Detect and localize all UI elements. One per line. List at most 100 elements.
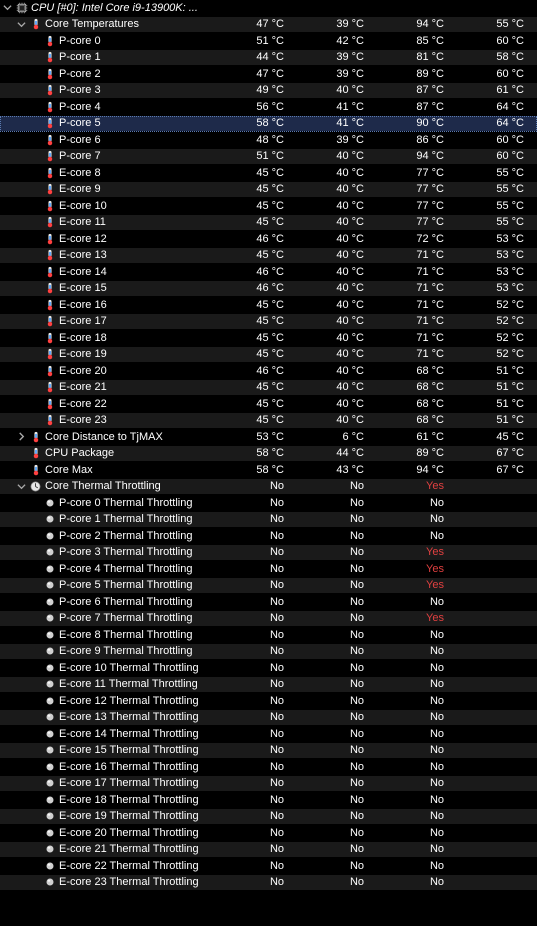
value-cell: 51 °C bbox=[212, 35, 292, 47]
tree-row[interactable]: E-core 16 Thermal ThrottlingNoNoNo bbox=[0, 759, 537, 776]
expander-icon[interactable] bbox=[16, 19, 27, 30]
row-label: E-core 20 bbox=[59, 365, 107, 377]
tree-row[interactable]: E-core 2245 °C40 °C68 °C51 °C bbox=[0, 396, 537, 413]
value-cell: No bbox=[212, 695, 292, 707]
value-cell: 56 °C bbox=[212, 101, 292, 113]
tree-row[interactable]: E-core 22 Thermal ThrottlingNoNoNo bbox=[0, 858, 537, 875]
tree-row[interactable]: E-core 945 °C40 °C77 °C55 °C bbox=[0, 182, 537, 199]
value-cell: 40 °C bbox=[292, 315, 372, 327]
thermometer-icon bbox=[43, 249, 56, 262]
tree-row[interactable]: E-core 11 Thermal ThrottlingNoNoNo bbox=[0, 677, 537, 694]
tree-row[interactable]: E-core 23 Thermal ThrottlingNoNoNo bbox=[0, 875, 537, 892]
tree-row[interactable]: E-core 1246 °C40 °C72 °C53 °C bbox=[0, 231, 537, 248]
expander-spacer bbox=[30, 118, 41, 129]
tree-row[interactable]: P-core 3 Thermal ThrottlingNoNoYes bbox=[0, 545, 537, 562]
expander-spacer bbox=[30, 877, 41, 888]
expander-spacer bbox=[30, 134, 41, 145]
tree-row[interactable]: P-core 5 Thermal ThrottlingNoNoYes bbox=[0, 578, 537, 595]
row-label: E-core 8 bbox=[59, 167, 101, 179]
tree-row[interactable]: P-core 0 Thermal ThrottlingNoNoNo bbox=[0, 495, 537, 512]
value-cell: No bbox=[372, 777, 452, 789]
tree-row[interactable]: E-core 1045 °C40 °C77 °C55 °C bbox=[0, 198, 537, 215]
tree-row[interactable]: E-core 19 Thermal ThrottlingNoNoNo bbox=[0, 809, 537, 826]
dot-icon bbox=[43, 529, 56, 542]
tree-row[interactable]: E-core 10 Thermal ThrottlingNoNoNo bbox=[0, 660, 537, 677]
label-cell: P-core 1 bbox=[0, 51, 212, 64]
tree-row[interactable]: P-core 1 Thermal ThrottlingNoNoNo bbox=[0, 512, 537, 529]
dot-icon bbox=[43, 859, 56, 872]
tree-row[interactable]: P-core 6 Thermal ThrottlingNoNoNo bbox=[0, 594, 537, 611]
tree-row[interactable]: P-core 751 °C40 °C94 °C60 °C bbox=[0, 149, 537, 166]
row-label: P-core 4 bbox=[59, 101, 101, 113]
tree-row[interactable]: E-core 17 Thermal ThrottlingNoNoNo bbox=[0, 776, 537, 793]
tree-row[interactable]: E-core 8 Thermal ThrottlingNoNoNo bbox=[0, 627, 537, 644]
sensor-tree[interactable]: CPU [#0]: Intel Core i9-13900K: ...Core … bbox=[0, 0, 537, 891]
tree-row-header[interactable]: CPU [#0]: Intel Core i9-13900K: ... bbox=[0, 0, 537, 17]
tree-row[interactable]: E-core 1546 °C40 °C71 °C53 °C bbox=[0, 281, 537, 298]
tree-row[interactable]: E-core 1845 °C40 °C71 °C52 °C bbox=[0, 330, 537, 347]
tree-row[interactable]: E-core 20 Thermal ThrottlingNoNoNo bbox=[0, 825, 537, 842]
tree-row[interactable]: P-core 7 Thermal ThrottlingNoNoYes bbox=[0, 611, 537, 628]
row-label: E-core 11 bbox=[59, 216, 106, 228]
thermometer-icon bbox=[43, 34, 56, 47]
expander-icon[interactable] bbox=[2, 2, 13, 13]
tree-row[interactable]: P-core 558 °C41 °C90 °C64 °C bbox=[0, 116, 537, 133]
expander-spacer bbox=[30, 497, 41, 508]
label-cell: E-core 16 bbox=[0, 298, 212, 311]
tree-row[interactable]: Core Thermal ThrottlingNoNoYes bbox=[0, 479, 537, 496]
tree-row[interactable]: E-core 1945 °C40 °C71 °C52 °C bbox=[0, 347, 537, 364]
dot-icon bbox=[43, 562, 56, 575]
expander-spacer bbox=[30, 530, 41, 541]
value-cell: 72 °C bbox=[372, 233, 452, 245]
expander-spacer bbox=[30, 860, 41, 871]
tree-row[interactable]: E-core 2046 °C40 °C68 °C51 °C bbox=[0, 363, 537, 380]
tree-row[interactable]: E-core 15 Thermal ThrottlingNoNoNo bbox=[0, 743, 537, 760]
tree-row[interactable]: E-core 21 Thermal ThrottlingNoNoNo bbox=[0, 842, 537, 859]
tree-row[interactable]: Core Distance to TjMAX53 °C6 °C61 °C45 °… bbox=[0, 429, 537, 446]
tree-row[interactable]: E-core 1745 °C40 °C71 °C52 °C bbox=[0, 314, 537, 331]
tree-row[interactable]: E-core 1645 °C40 °C71 °C52 °C bbox=[0, 297, 537, 314]
tree-row[interactable]: E-core 1345 °C40 °C71 °C53 °C bbox=[0, 248, 537, 265]
value-cell: No bbox=[292, 480, 372, 492]
value-cell: 71 °C bbox=[372, 299, 452, 311]
thermometer-icon bbox=[43, 216, 56, 229]
expander-icon[interactable] bbox=[16, 481, 27, 492]
tree-row[interactable]: E-core 13 Thermal ThrottlingNoNoNo bbox=[0, 710, 537, 727]
expander-spacer bbox=[16, 464, 27, 475]
dot-icon bbox=[43, 727, 56, 740]
value-cell: 94 °C bbox=[372, 150, 452, 162]
value-cell: No bbox=[292, 612, 372, 624]
tree-row[interactable]: P-core 144 °C39 °C81 °C58 °C bbox=[0, 50, 537, 67]
value-cell: 47 °C bbox=[212, 18, 292, 30]
tree-row[interactable]: E-core 14 Thermal ThrottlingNoNoNo bbox=[0, 726, 537, 743]
tree-row[interactable]: P-core 349 °C40 °C87 °C61 °C bbox=[0, 83, 537, 100]
tree-row[interactable]: P-core 4 Thermal ThrottlingNoNoYes bbox=[0, 561, 537, 578]
label-cell: E-core 19 Thermal Throttling bbox=[0, 810, 212, 823]
expander-spacer bbox=[30, 266, 41, 277]
label-cell: E-core 22 bbox=[0, 397, 212, 410]
tree-row[interactable]: P-core 247 °C39 °C89 °C60 °C bbox=[0, 66, 537, 83]
tree-row[interactable]: P-core 648 °C39 °C86 °C60 °C bbox=[0, 132, 537, 149]
expander-icon[interactable] bbox=[16, 431, 27, 442]
tree-row[interactable]: P-core 2 Thermal ThrottlingNoNoNo bbox=[0, 528, 537, 545]
tree-row[interactable]: E-core 2145 °C40 °C68 °C51 °C bbox=[0, 380, 537, 397]
value-cell: 40 °C bbox=[292, 282, 372, 294]
tree-row[interactable]: E-core 12 Thermal ThrottlingNoNoNo bbox=[0, 693, 537, 710]
tree-row[interactable]: CPU Package58 °C44 °C89 °C67 °C bbox=[0, 446, 537, 463]
value-cell: No bbox=[292, 530, 372, 542]
row-label: E-core 22 Thermal Throttling bbox=[59, 860, 199, 872]
tree-row[interactable]: P-core 456 °C41 °C87 °C64 °C bbox=[0, 99, 537, 116]
tree-row[interactable]: Core Max58 °C43 °C94 °C67 °C bbox=[0, 462, 537, 479]
tree-row[interactable]: P-core 051 °C42 °C85 °C60 °C bbox=[0, 33, 537, 50]
tree-row[interactable]: E-core 845 °C40 °C77 °C55 °C bbox=[0, 165, 537, 182]
tree-row[interactable]: E-core 1446 °C40 °C71 °C53 °C bbox=[0, 264, 537, 281]
tree-row[interactable]: E-core 1145 °C40 °C77 °C55 °C bbox=[0, 215, 537, 232]
tree-row[interactable]: E-core 2345 °C40 °C68 °C51 °C bbox=[0, 413, 537, 430]
tree-row[interactable]: E-core 18 Thermal ThrottlingNoNoNo bbox=[0, 792, 537, 809]
tree-row[interactable]: E-core 9 Thermal ThrottlingNoNoNo bbox=[0, 644, 537, 661]
value-cell: No bbox=[372, 843, 452, 855]
tree-row[interactable]: Core Temperatures47 °C39 °C94 °C55 °C bbox=[0, 17, 537, 34]
value-cell: 64 °C bbox=[452, 117, 532, 129]
expander-spacer bbox=[30, 679, 41, 690]
label-cell: E-core 16 Thermal Throttling bbox=[0, 760, 212, 773]
